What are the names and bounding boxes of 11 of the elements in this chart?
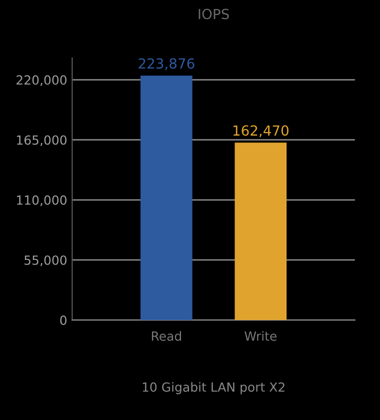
x-axis-title: 10 Gigabit LAN port X2 bbox=[142, 382, 284, 394]
x-tick-label: Write bbox=[244, 331, 277, 341]
y-tick-label: 0 bbox=[60, 316, 67, 325]
chart-title: IOPS bbox=[198, 8, 229, 20]
y-tick-label: 220,000 bbox=[16, 75, 67, 86]
y-tick-label: 110,000 bbox=[17, 195, 67, 206]
data-label: 223,876 bbox=[138, 58, 194, 70]
x-tick-label: Read bbox=[152, 331, 182, 341]
data-label: 162,470 bbox=[233, 125, 288, 138]
y-tick-label: 55,000 bbox=[24, 255, 67, 266]
y-tick-label: 165,000 bbox=[17, 135, 67, 146]
